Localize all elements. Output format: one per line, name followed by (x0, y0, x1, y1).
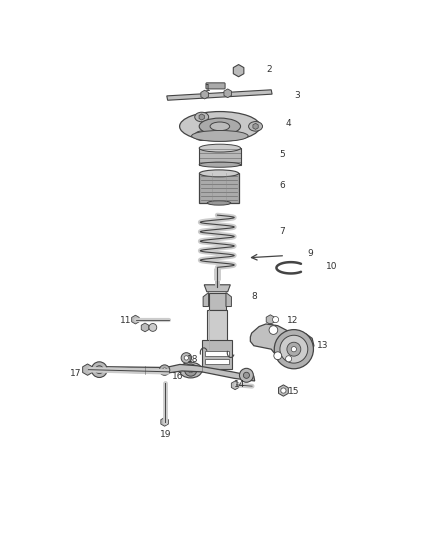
Circle shape (269, 326, 278, 334)
Text: 4: 4 (286, 119, 291, 128)
Ellipse shape (180, 362, 202, 378)
Ellipse shape (195, 112, 208, 122)
Circle shape (281, 388, 286, 393)
Text: 3: 3 (294, 91, 300, 100)
Polygon shape (132, 315, 139, 324)
Ellipse shape (195, 131, 208, 141)
Text: 10: 10 (326, 262, 338, 271)
Text: 5: 5 (279, 150, 285, 159)
Polygon shape (141, 323, 149, 332)
Text: 16: 16 (172, 372, 184, 381)
Text: 7: 7 (279, 227, 285, 236)
Polygon shape (231, 381, 239, 390)
Circle shape (98, 368, 101, 372)
Circle shape (274, 352, 282, 360)
Circle shape (286, 356, 292, 362)
Circle shape (159, 365, 170, 375)
Polygon shape (233, 64, 244, 77)
Polygon shape (266, 315, 275, 325)
FancyBboxPatch shape (206, 83, 225, 89)
Ellipse shape (191, 131, 248, 141)
Text: 17: 17 (70, 369, 81, 377)
Circle shape (181, 353, 191, 363)
Circle shape (272, 325, 279, 332)
Circle shape (291, 346, 297, 352)
Circle shape (280, 335, 308, 363)
Polygon shape (253, 123, 258, 130)
Bar (202, 341, 232, 369)
Circle shape (274, 329, 314, 369)
Circle shape (184, 356, 188, 360)
Ellipse shape (199, 162, 240, 167)
Text: 14: 14 (234, 381, 246, 390)
Text: 18: 18 (187, 354, 199, 364)
Polygon shape (167, 90, 272, 100)
Circle shape (149, 324, 157, 332)
Text: 6: 6 (279, 181, 285, 190)
Bar (199, 148, 240, 165)
Circle shape (92, 362, 107, 377)
Ellipse shape (207, 201, 231, 205)
Text: 15: 15 (288, 387, 300, 396)
Polygon shape (279, 385, 288, 396)
Polygon shape (96, 365, 254, 381)
Text: 11: 11 (120, 317, 131, 326)
Circle shape (272, 317, 279, 322)
Text: 1: 1 (205, 84, 211, 93)
Circle shape (185, 364, 197, 376)
Polygon shape (224, 89, 231, 98)
Text: 13: 13 (317, 341, 328, 350)
Bar (199, 173, 239, 203)
Ellipse shape (199, 118, 240, 135)
Polygon shape (226, 293, 231, 306)
Text: 12: 12 (287, 316, 299, 325)
Text: 19: 19 (160, 430, 172, 439)
Bar (208, 293, 226, 310)
Text: 9: 9 (307, 249, 313, 258)
Text: 8: 8 (252, 293, 258, 302)
Bar (205, 359, 230, 364)
Ellipse shape (180, 111, 260, 141)
Bar (205, 351, 230, 356)
Circle shape (95, 366, 103, 374)
Circle shape (244, 372, 250, 378)
Ellipse shape (199, 170, 239, 177)
Polygon shape (83, 364, 92, 375)
Polygon shape (199, 133, 205, 139)
Ellipse shape (210, 122, 230, 131)
Text: 2: 2 (266, 65, 272, 74)
Circle shape (240, 368, 253, 382)
Circle shape (287, 342, 301, 356)
Polygon shape (201, 90, 208, 99)
Polygon shape (204, 285, 230, 292)
Polygon shape (266, 324, 275, 333)
Polygon shape (161, 417, 168, 426)
Ellipse shape (249, 122, 262, 131)
Circle shape (162, 368, 167, 372)
Polygon shape (203, 293, 208, 306)
Polygon shape (199, 114, 205, 120)
Bar (207, 310, 227, 349)
Polygon shape (251, 324, 314, 361)
Circle shape (188, 367, 193, 373)
Ellipse shape (199, 144, 240, 152)
